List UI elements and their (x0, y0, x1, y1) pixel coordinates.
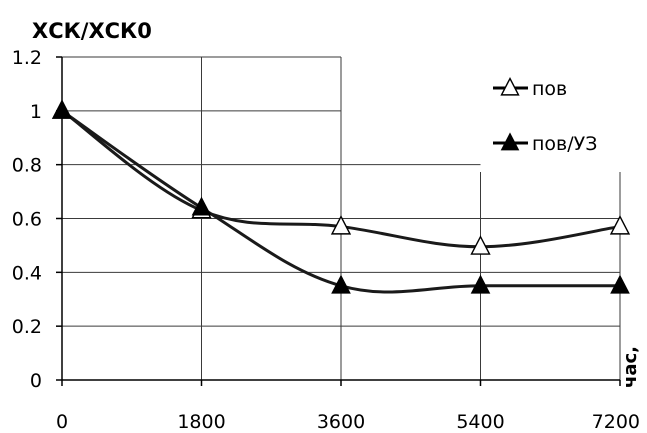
y-tick-label: 1.2 (12, 47, 42, 69)
data-point (330, 215, 352, 235)
y-tick-label: 1 (30, 101, 42, 123)
y-tick-label: 0.2 (12, 316, 42, 338)
y-tick-label: 0 (30, 370, 42, 392)
legend-entry-0: пов (493, 76, 567, 100)
x-axis-label: час, (620, 346, 641, 388)
legend-marker (500, 132, 520, 151)
series-line (61, 109, 621, 249)
legend-marker (500, 76, 520, 96)
y-axis-label: ХСК/ХСК0 (32, 19, 152, 43)
data-point (609, 215, 631, 235)
series-group (51, 99, 631, 294)
x-tick-label: 5400 (456, 411, 504, 433)
tick-labels: 0 0.2 0.4 0.6 0.8 1 1.2 0 1800 3600 5400 7200 (12, 47, 640, 433)
x-tick-label: 7200 (592, 411, 640, 433)
series-1 (52, 99, 630, 294)
legend: пов пов/УЗ (493, 76, 597, 155)
data-point (191, 196, 212, 216)
data-point (470, 274, 491, 294)
x-tick-label: 3600 (317, 411, 365, 433)
x-tick-label: 0 (56, 411, 68, 433)
legend-entry-1: пов/УЗ (493, 132, 597, 155)
data-point (331, 274, 351, 294)
legend-label: пов/УЗ (532, 133, 597, 155)
y-tick-label: 0.8 (12, 155, 42, 177)
x-tick-label: 1800 (177, 411, 225, 433)
series-line (61, 109, 620, 294)
data-point (52, 99, 72, 119)
legend-label: пов (532, 78, 567, 100)
data-point (610, 274, 630, 294)
data-point (470, 235, 491, 255)
y-tick-label: 0.4 (12, 262, 42, 284)
y-tick-label: 0.6 (12, 209, 42, 231)
